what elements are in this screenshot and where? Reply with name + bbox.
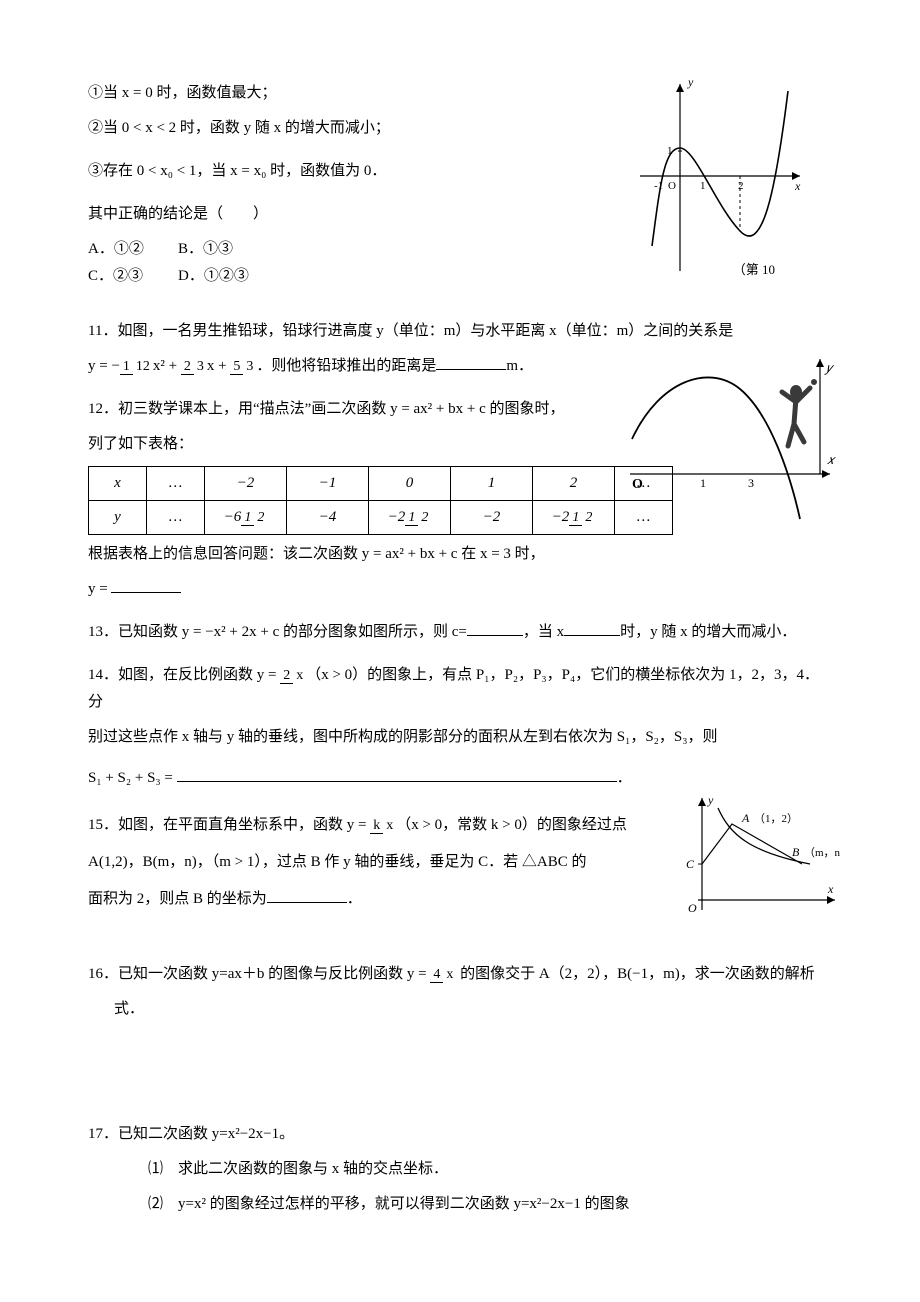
q17-p2: ⑵ y=x² 的图象经过怎样的平移，就可以得到二次函数 y=x²−2x−1 的图…	[88, 1191, 832, 1218]
q14-blank	[177, 767, 617, 782]
q15-fn: k	[370, 818, 383, 834]
q11-eq-post: ．则他将铅球推出的距离是	[256, 358, 436, 374]
svg-text:（1，2）: （1，2）	[754, 812, 798, 825]
q11-figure: O 1 3 𝑥 𝑦	[620, 344, 840, 524]
q14-fn: 2	[280, 668, 293, 684]
svg-text:2: 2	[738, 180, 744, 192]
q14-end: ．	[617, 770, 632, 786]
q13: 13．已知函数 y = −x² + 2x + c 的部分图象如图所示，则 c= ，…	[88, 619, 832, 646]
q12-row1: x…−2−1012…	[89, 467, 673, 501]
svg-text:A: A	[741, 811, 750, 825]
q11-line1: 11．如图，一名男生推铅球，铅球行进高度 y（单位：m）与水平距离 x（单位：m…	[88, 318, 832, 345]
q10-opt-b: B．①③	[178, 236, 233, 263]
q15-mid: （x > 0，常数 k > 0）的图象经过点	[396, 817, 627, 833]
q15-figure: O x y C A （1，2） B （m，n）	[680, 790, 840, 920]
q12-r2c0: y	[89, 501, 147, 535]
q15-pre: 15．如图，在平面直角坐标系中，函数 y =	[88, 817, 370, 833]
q12-r2c3: −4	[287, 501, 369, 535]
q11-f1d: 12	[133, 359, 153, 374]
q12-r1c1: …	[147, 467, 205, 501]
svg-text:1: 1	[700, 476, 706, 490]
q10-opt-c: C．②③	[88, 263, 178, 290]
q12-r1c6: 2	[533, 467, 615, 501]
q12-r1c0: x	[89, 467, 147, 501]
svg-text:y: y	[707, 793, 714, 807]
q16-l2: 式．	[88, 996, 832, 1023]
q17-title: 17．已知二次函数 y=x²−2x−1。	[88, 1121, 832, 1148]
svg-text:O: O	[632, 477, 643, 492]
q14-l3: S₁ + S₂ + S₃ = ．	[88, 765, 832, 792]
svg-text:B: B	[792, 845, 800, 859]
q12-r2c5: −2	[451, 501, 533, 535]
q16-mid: 的图像交于 A（2，2），B(−1，m)，求一次函数的解析	[456, 966, 814, 982]
q12-table: x…−2−1012… y…−612−4−212−2−212…	[88, 466, 673, 535]
q15-blank	[267, 888, 347, 903]
q11-f1n: 1	[120, 359, 133, 375]
q11-mid1: x² +	[153, 358, 181, 374]
q16-l1: 16．已知一次函数 y=ax＋b 的图像与反比例函数 y = 4x 的图像交于 …	[88, 961, 832, 988]
q12-r2c6: −212	[533, 501, 615, 535]
q12-post1: 根据表格上的信息回答问题：该二次函数 y = ax² + bx + c 在 x …	[88, 541, 832, 568]
q16-fd: x	[443, 967, 456, 982]
q12-blank	[111, 578, 181, 593]
svg-text:y: y	[687, 76, 694, 89]
svg-text:x: x	[794, 179, 801, 193]
q10-opt-a: A．①②	[88, 236, 178, 263]
q11-eq-pre: y = −	[88, 358, 120, 374]
q11-blank	[436, 355, 506, 370]
q15-l3-text: 面积为 2，则点 B 的坐标为	[88, 891, 267, 907]
q13-t2: ，当 x	[523, 624, 564, 640]
q15-fd: x	[383, 818, 396, 833]
q16-pre: 16．已知一次函数 y=ax＋b 的图像与反比例函数 y =	[88, 966, 430, 982]
q11-mid2: x +	[207, 358, 230, 374]
svg-text:（m，n）: （m，n）	[804, 846, 840, 859]
q13-blank1	[467, 621, 523, 636]
q15-end: ．	[347, 891, 362, 907]
q11-unit: m．	[506, 358, 533, 374]
q10-caption: （第 10	[733, 258, 775, 281]
q13-t3: 时，y 随 x 的增大而减小．	[620, 624, 796, 640]
q12-r1c5: 1	[451, 467, 533, 501]
q17-p1: ⑴ 求此二次函数的图象与 x 轴的交点坐标．	[88, 1156, 832, 1183]
q12-ylabel: y =	[88, 581, 111, 597]
svg-text:1: 1	[700, 180, 706, 192]
svg-text:O: O	[688, 901, 697, 915]
q12-r2c4: −212	[369, 501, 451, 535]
q13-blank2	[564, 621, 620, 636]
q12-r2c2: −612	[205, 501, 287, 535]
q11-f2d: 3	[194, 359, 207, 374]
q12-r1c3: −1	[287, 467, 369, 501]
q10-opt-d: D．①②③	[178, 263, 249, 290]
q12-r2c1: …	[147, 501, 205, 535]
svg-text:𝑥: 𝑥	[827, 452, 837, 467]
q14-l1: 14．如图，在反比例函数 y = 2x（x > 0）的图象上，有点 P₁，P₂，…	[88, 662, 832, 716]
q11-f3d: 3	[243, 359, 256, 374]
svg-text:C: C	[686, 857, 695, 871]
svg-text:𝑦: 𝑦	[824, 360, 835, 375]
svg-text:3: 3	[748, 476, 754, 490]
q12-post2: y =	[88, 576, 832, 603]
q10-figure: y x O -1 1 2 1	[640, 76, 810, 276]
q12-r1c4: 0	[369, 467, 451, 501]
svg-text:x: x	[827, 882, 834, 896]
q16-fn: 4	[430, 967, 443, 983]
q12-r1c2: −2	[205, 467, 287, 501]
q13-t1: 13．已知函数 y = −x² + 2x + c 的部分图象如图所示，则 c=	[88, 624, 467, 640]
q14-l3-text: S₁ + S₂ + S₃ =	[88, 770, 177, 786]
svg-text:O: O	[668, 180, 676, 192]
q14-pre: 14．如图，在反比例函数 y =	[88, 667, 280, 683]
q11-f3n: 5	[230, 359, 243, 375]
q11-f2n: 2	[181, 359, 194, 375]
q14-fd: x	[293, 668, 306, 683]
q12-row2: y…−612−4−212−2−212…	[89, 501, 673, 535]
q14-l2: 别过这些点作 x 轴与 y 轴的垂线，图中所构成的阴影部分的面积从左到右依次为 …	[88, 724, 832, 751]
